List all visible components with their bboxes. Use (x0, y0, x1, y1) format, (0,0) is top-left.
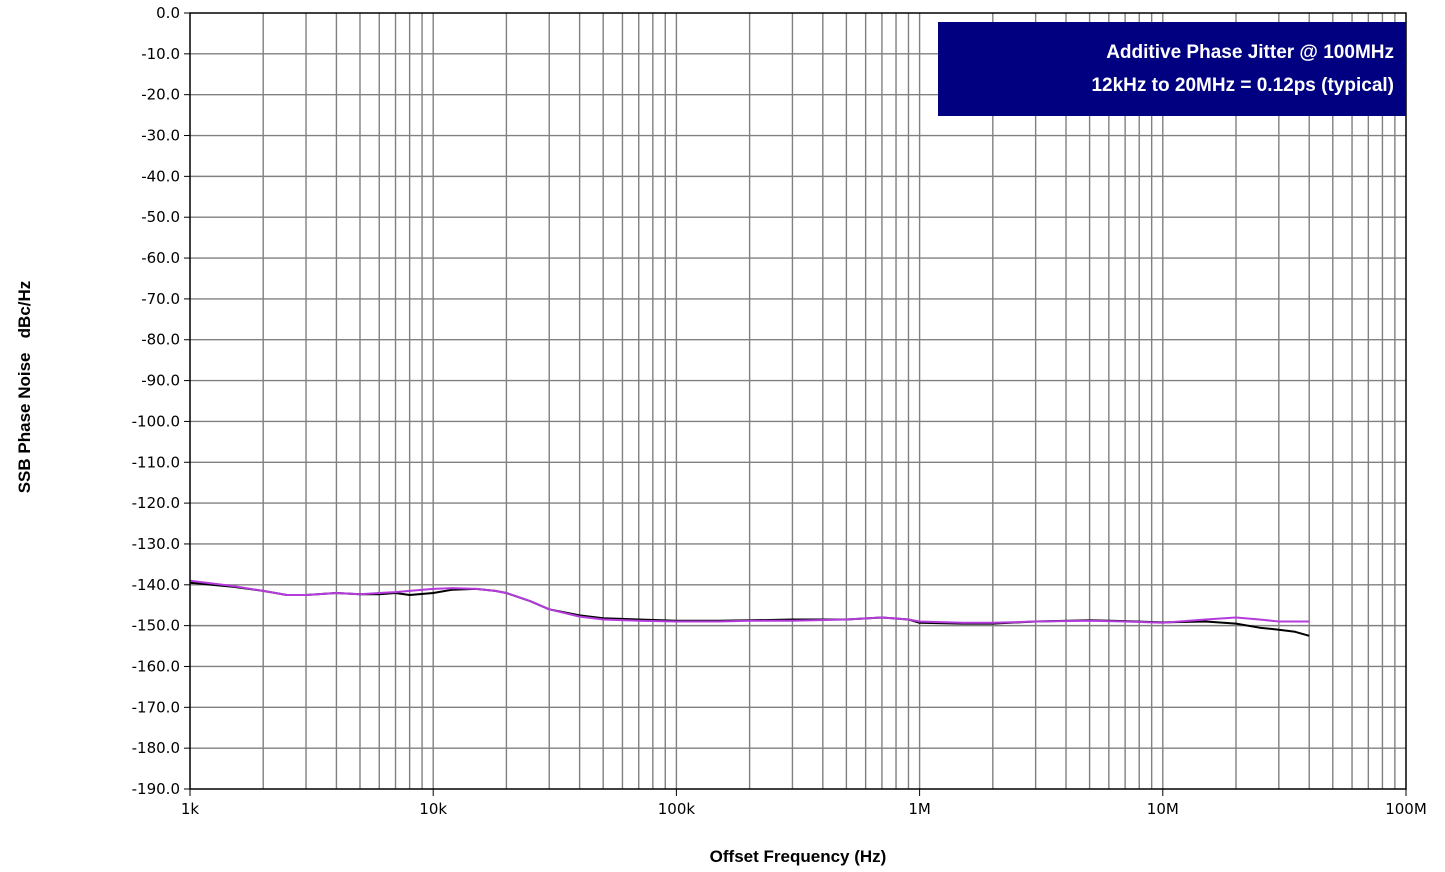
x-tick-label: 100k (658, 800, 696, 818)
y-tick-label: -170.0 (132, 698, 180, 716)
y-tick-label: -150.0 (132, 617, 180, 635)
x-tick-label: 1M (908, 800, 931, 818)
y-tick-label: -40.0 (141, 167, 180, 185)
x-axis-title: Offset Frequency (Hz) (710, 847, 887, 866)
series-layer (189, 579, 1310, 637)
y-tick-label: -190.0 (132, 780, 180, 798)
y-tick-label: -180.0 (132, 739, 180, 757)
y-tick-label: -130.0 (132, 535, 180, 553)
y-tick-label: -110.0 (132, 453, 180, 471)
x-tick-label: 10k (419, 800, 447, 818)
y-tick-label: -10.0 (141, 45, 180, 63)
y-tick-label: 0.0 (156, 4, 180, 22)
y-tick-label: -140.0 (132, 576, 180, 594)
y-tick-label: -80.0 (141, 331, 180, 349)
x-tick-label: 10M (1147, 800, 1179, 818)
grid-lines (190, 13, 1406, 789)
x-tick-label: 1k (181, 800, 200, 818)
y-tick-label: -160.0 (132, 657, 180, 675)
y-tick-label: -90.0 (141, 372, 180, 390)
y-axis-title: SSB Phase Noise dBc/Hz (15, 281, 34, 494)
y-tick-label: -50.0 (141, 208, 180, 226)
y-tick-label: -100.0 (132, 412, 180, 430)
x-tick-label: 100M (1385, 800, 1427, 818)
annotation-line-1: Additive Phase Jitter @ 100MHz (1106, 42, 1394, 63)
y-tick-label: -70.0 (141, 290, 180, 308)
y-tick-label: -120.0 (132, 494, 180, 512)
series-line-2 (189, 579, 1310, 624)
jitter-annotation: Additive Phase Jitter @ 100MHz 12kHz to … (938, 22, 1406, 116)
y-tick-label: -20.0 (141, 86, 180, 104)
annotation-box (938, 22, 1406, 116)
annotation-line-2: 12kHz to 20MHz = 0.12ps (typical) (1091, 75, 1394, 96)
plot-frame (189, 12, 1407, 790)
axis-ticks: 0.0 -10.0 -20.0 -30.0 -40.0 -50.0 -60.0 -70.0 -8… (132, 4, 1427, 818)
y-tick-label: -60.0 (141, 249, 180, 267)
y-tick-label: -30.0 (141, 127, 180, 145)
